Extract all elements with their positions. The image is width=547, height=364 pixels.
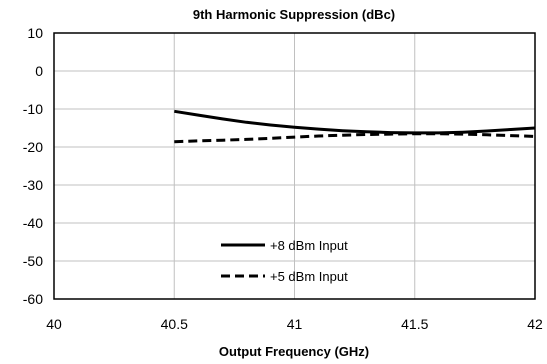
x-tick-label: 40	[46, 316, 62, 332]
y-tick-label: -60	[23, 291, 43, 307]
y-tick-label: -30	[23, 177, 43, 193]
y-tick-label: -20	[23, 139, 43, 155]
y-tick-label: -10	[23, 101, 43, 117]
plot-area-border	[53, 32, 536, 300]
x-tick-label: 42	[527, 316, 543, 332]
x-tick-label: 41	[287, 316, 303, 332]
y-tick-label: -40	[23, 215, 43, 231]
x-tick-label: 40.5	[161, 316, 188, 332]
x-tick-label: 41.5	[401, 316, 428, 332]
chart-title: 9th Harmonic Suppression (dBc)	[193, 7, 395, 22]
y-tick-label: -50	[23, 253, 43, 269]
legend: +8 dBm Input +5 dBm Input	[221, 238, 348, 284]
gridlines	[54, 33, 535, 299]
legend-label: +8 dBm Input	[270, 238, 348, 253]
legend-label: +5 dBm Input	[270, 269, 348, 284]
series-line	[174, 109, 536, 135]
series-lines	[174, 109, 536, 144]
x-axis-label: Output Frequency (GHz)	[219, 344, 369, 359]
series-line	[174, 132, 536, 144]
y-tick-label: 10	[27, 25, 43, 41]
y-tick-label: 0	[35, 63, 43, 79]
